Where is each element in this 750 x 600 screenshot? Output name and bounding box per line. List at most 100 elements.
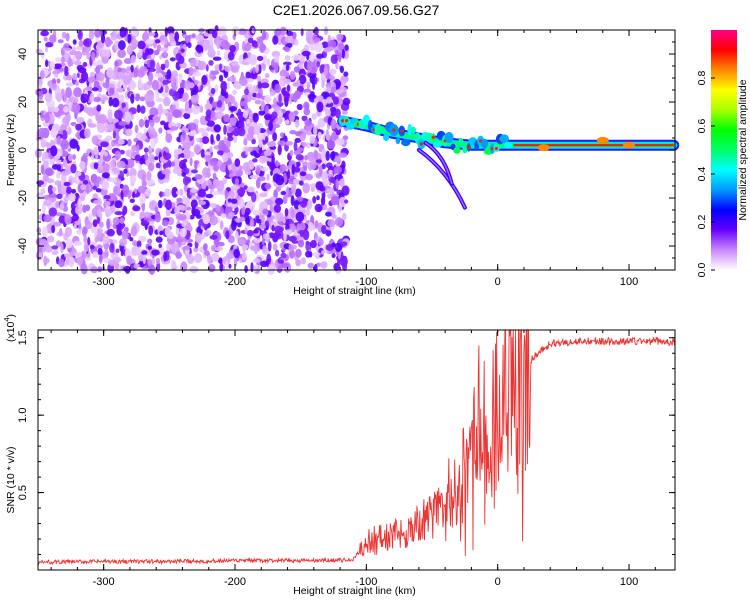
noise-blob bbox=[254, 99, 262, 105]
noise-blob bbox=[119, 238, 128, 247]
noise-blob bbox=[321, 171, 329, 182]
x-tick-label: 100 bbox=[620, 276, 638, 288]
noise-blob bbox=[96, 176, 102, 183]
noise-blob bbox=[329, 75, 335, 81]
noise-blob bbox=[245, 217, 251, 225]
noise-blob bbox=[169, 32, 174, 43]
noise-blob bbox=[164, 188, 172, 198]
noise-blob bbox=[129, 237, 134, 242]
noise-blob bbox=[277, 259, 285, 264]
noise-blob bbox=[109, 242, 115, 253]
noise-blob bbox=[210, 70, 220, 75]
noise-blob bbox=[191, 105, 201, 115]
x-tick-label: -200 bbox=[224, 576, 246, 588]
noise-blob bbox=[204, 151, 211, 156]
noise-blob bbox=[206, 127, 211, 132]
noise-blob bbox=[255, 178, 261, 189]
noise-blob bbox=[51, 225, 56, 234]
noise-blob bbox=[117, 81, 121, 90]
noise-blob bbox=[235, 230, 239, 240]
noise-blob bbox=[88, 29, 95, 40]
noise-blob bbox=[216, 39, 221, 50]
noise-blob bbox=[114, 150, 121, 160]
noise-blob bbox=[279, 132, 284, 138]
noise-blob bbox=[275, 160, 279, 168]
noise-blob bbox=[100, 141, 109, 148]
noise-blob bbox=[255, 218, 262, 224]
noise-blob bbox=[284, 207, 289, 217]
noise-blob bbox=[244, 227, 248, 234]
noise-blob bbox=[336, 33, 344, 41]
x-tick-label: -300 bbox=[93, 276, 115, 288]
signal-peak bbox=[467, 145, 471, 149]
signal-blob bbox=[407, 123, 413, 136]
noise-blob bbox=[321, 79, 325, 89]
noise-blob bbox=[136, 52, 142, 59]
noise-blob bbox=[61, 56, 65, 64]
noise-blob bbox=[164, 84, 169, 93]
noise-blob bbox=[234, 83, 242, 90]
noise-blob bbox=[98, 114, 108, 125]
noise-blob bbox=[88, 123, 97, 128]
noise-blob bbox=[194, 232, 202, 244]
noise-blob bbox=[314, 203, 323, 213]
noise-blob bbox=[165, 132, 173, 143]
noise-blob bbox=[272, 35, 279, 45]
noise-blob bbox=[170, 41, 177, 47]
noise-blob bbox=[228, 117, 238, 126]
y-tick-label: -20 bbox=[17, 190, 29, 206]
noise-blob bbox=[259, 42, 266, 53]
noise-blob bbox=[181, 172, 187, 177]
noise-blob bbox=[277, 144, 282, 156]
noise-blob bbox=[45, 45, 48, 53]
signal-blob bbox=[432, 141, 442, 148]
signal-side-lobe-core bbox=[424, 142, 453, 185]
noise-blob bbox=[179, 227, 187, 238]
noise-blob bbox=[156, 62, 160, 74]
noise-blob bbox=[120, 189, 124, 201]
noise-blob bbox=[309, 251, 313, 258]
noise-blob bbox=[171, 186, 179, 198]
noise-blob bbox=[146, 38, 155, 45]
noise-blob bbox=[189, 214, 195, 220]
snr-y-axis-label: SNR (10 * v/v) bbox=[5, 446, 17, 513]
noise-blob bbox=[289, 130, 297, 135]
spectrogram-y-ticks: -40 -20 0 20 40 bbox=[17, 29, 675, 271]
noise-blob bbox=[140, 135, 148, 140]
signal-peak bbox=[345, 119, 349, 123]
noise-blob bbox=[87, 236, 91, 246]
noise-blob bbox=[104, 122, 109, 133]
noise-blob bbox=[331, 253, 336, 259]
noise-blob bbox=[72, 213, 79, 222]
noise-blob bbox=[250, 150, 258, 156]
noise-blob bbox=[49, 81, 58, 91]
noise-blob bbox=[125, 128, 133, 137]
noise-blob bbox=[170, 161, 175, 167]
noise-blob bbox=[125, 67, 130, 75]
noise-blob bbox=[192, 71, 202, 77]
noise-blob bbox=[303, 108, 311, 116]
noise-blob bbox=[124, 248, 131, 258]
noise-blob bbox=[205, 64, 209, 72]
noise-blob bbox=[153, 116, 161, 123]
noise-blob bbox=[317, 117, 326, 128]
signal-blob bbox=[499, 134, 509, 143]
noise-blob bbox=[58, 215, 66, 224]
noise-blob bbox=[166, 129, 171, 134]
noise-blob bbox=[273, 119, 276, 130]
noise-blob bbox=[242, 110, 249, 119]
noise-blob bbox=[253, 229, 259, 234]
noise-blob bbox=[166, 69, 172, 80]
noise-blob bbox=[208, 60, 214, 66]
noise-blob bbox=[163, 152, 172, 161]
noise-blob bbox=[223, 136, 228, 145]
noise-blob bbox=[189, 188, 197, 194]
noise-blob bbox=[228, 263, 232, 269]
noise-blob bbox=[252, 92, 257, 98]
noise-blob bbox=[85, 256, 91, 261]
noise-blob bbox=[252, 158, 258, 163]
noise-blob bbox=[74, 80, 79, 86]
noise-blob bbox=[271, 111, 278, 120]
noise-blob bbox=[341, 110, 348, 115]
